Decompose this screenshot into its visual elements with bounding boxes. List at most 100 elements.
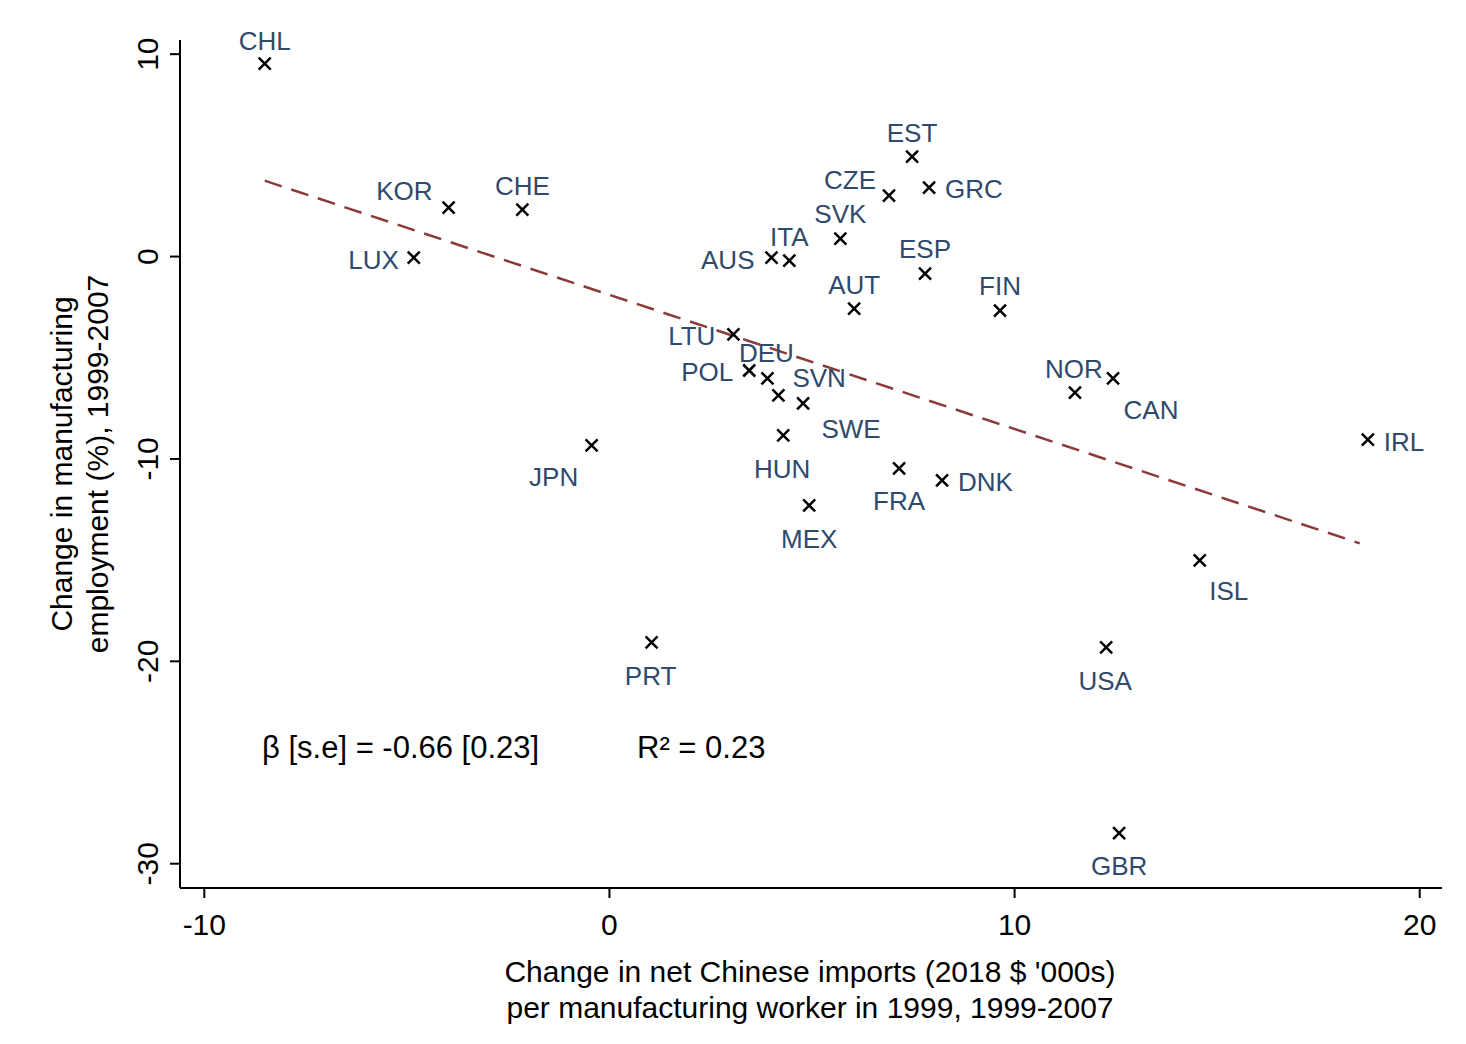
point (772, 389, 784, 401)
point (443, 202, 455, 214)
point-label: LTU (668, 321, 715, 351)
marker (783, 255, 795, 267)
point (783, 255, 795, 267)
point (1362, 434, 1374, 446)
x-tick-label: -10 (183, 908, 226, 941)
point (848, 303, 860, 315)
point-label: POL (681, 357, 733, 387)
point-label: GBR (1091, 851, 1147, 881)
point-label: EST (887, 118, 938, 148)
point (1100, 641, 1112, 653)
point (834, 233, 846, 245)
point-label: CHL (239, 26, 291, 56)
y-tick (170, 458, 180, 460)
point (259, 58, 271, 70)
point (893, 462, 905, 474)
marker (646, 636, 658, 648)
marker (883, 190, 895, 202)
point-label: SVK (814, 199, 867, 229)
point-label: KOR (376, 176, 432, 206)
annotation: R² = 0.23 (637, 730, 765, 765)
point-label: AUT (828, 270, 880, 300)
x-tick-label: 10 (998, 908, 1031, 941)
y-tick-label: -20 (131, 640, 164, 683)
point (516, 204, 528, 216)
marker (259, 58, 271, 70)
point-label: IRL (1384, 427, 1424, 457)
point-label: DNK (958, 467, 1014, 497)
x-tick (1419, 888, 1421, 898)
point (727, 328, 739, 340)
point-label: CZE (824, 165, 876, 195)
y-axis-title: Change in manufacturing (45, 296, 78, 631)
x-tick-label: 0 (601, 908, 618, 941)
marker (1113, 827, 1125, 839)
marker (848, 303, 860, 315)
y-tick-label: -30 (131, 842, 164, 885)
x-tick (203, 888, 205, 898)
marker (893, 462, 905, 474)
chart: -10 0 10 20 -30 -20 -10 0 10 Change in net Chines… (0, 0, 1466, 1044)
plot-area (259, 58, 1374, 839)
x-axis (180, 887, 1442, 889)
x-tick-label: 20 (1403, 908, 1436, 941)
marker (1362, 434, 1374, 446)
marker (1107, 372, 1119, 384)
point-label: SVN (792, 363, 845, 393)
point (1069, 387, 1081, 399)
page: {"chart_data": { "type": "scatter", "x_l… (0, 0, 1466, 1044)
point-label: LUX (348, 245, 399, 275)
point (1194, 554, 1206, 566)
y-tick-label: 0 (131, 248, 164, 265)
marker (443, 202, 455, 214)
point-label: MEX (781, 524, 837, 554)
fit-line (265, 181, 1360, 544)
x-axis-title: per manufacturing worker in 1999, 1999-2… (506, 991, 1113, 1024)
point (586, 439, 598, 451)
y-tick-label: -10 (131, 437, 164, 480)
marker (923, 182, 935, 194)
x-tick (608, 888, 610, 898)
marker (761, 372, 773, 384)
point (1107, 372, 1119, 384)
marker (994, 305, 1006, 317)
marker (1100, 641, 1112, 653)
y-tick (170, 53, 180, 55)
point-label: PRT (625, 661, 677, 691)
marker (1069, 387, 1081, 399)
point-label: ISL (1209, 576, 1248, 606)
marker (834, 233, 846, 245)
marker (797, 397, 809, 409)
point (797, 397, 809, 409)
x-tick (1014, 888, 1016, 898)
point-label: DEU (739, 338, 794, 368)
point-label: ITA (770, 222, 809, 252)
marker (516, 204, 528, 216)
marker (777, 429, 789, 441)
marker (936, 474, 948, 486)
point (646, 636, 658, 648)
point-label: FRA (873, 486, 926, 516)
point-label: HUN (754, 454, 810, 484)
point (777, 429, 789, 441)
point-label: ESP (899, 234, 951, 264)
marker (772, 389, 784, 401)
point-label: SWE (821, 414, 880, 444)
point (923, 182, 935, 194)
marker (727, 328, 739, 340)
point (883, 190, 895, 202)
marker (803, 499, 815, 511)
x-axis-title: Change in net Chinese imports (2018 $ '0… (504, 955, 1115, 988)
point-label: NOR (1045, 354, 1103, 384)
point (906, 151, 918, 163)
point-label: CHE (495, 171, 550, 201)
point-label: AUS (701, 245, 754, 275)
annotation: β [s.e] = -0.66 [0.23] (262, 730, 539, 765)
y-tick (170, 863, 180, 865)
point (1113, 827, 1125, 839)
point-label: CAN (1124, 395, 1179, 425)
y-tick-label: 10 (131, 37, 164, 70)
marker (919, 268, 931, 280)
y-axis (179, 40, 181, 888)
marker (765, 252, 777, 264)
